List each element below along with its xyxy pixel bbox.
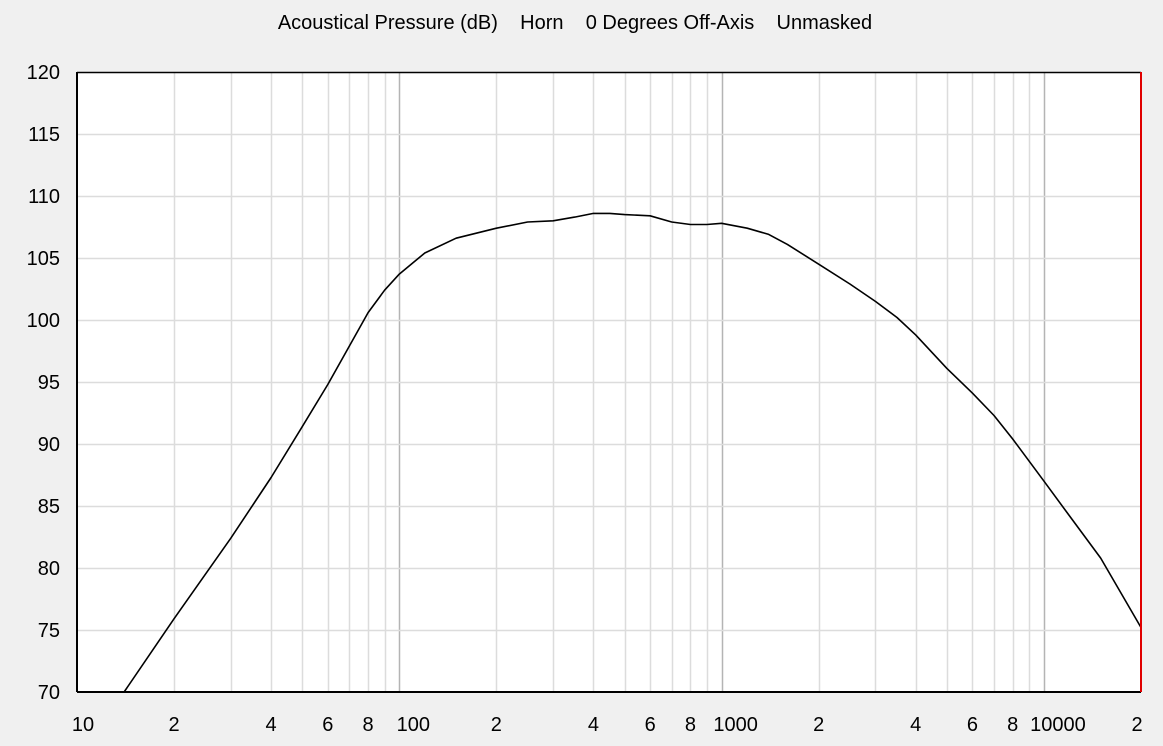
series-layer — [123, 212, 1142, 693]
x-tick-label: 10000 — [1030, 714, 1086, 736]
x-tick-label: 6 — [322, 714, 333, 736]
y-tick-label: 70 — [38, 682, 60, 704]
y-tick-label: 120 — [27, 62, 60, 84]
x-tick-label: 2 — [813, 714, 824, 736]
x-tick-label: 4 — [265, 714, 276, 736]
x-tick-label: 2 — [168, 714, 179, 736]
y-tick-label: 105 — [27, 248, 60, 270]
y-tick-label: 110 — [28, 186, 60, 208]
y-tick-label: 95 — [38, 372, 60, 394]
chart-title: Acoustical Pressure (dB) Horn 0 Degrees … — [278, 12, 872, 34]
x-tick-label: 8 — [363, 714, 374, 736]
x-tick-label: 4 — [910, 714, 921, 736]
y-tick-label: 75 — [38, 620, 60, 642]
x-tick-label: 8 — [1007, 714, 1018, 736]
y-tick-label: 100 — [27, 310, 60, 332]
tick-labels: 70 75 80 85 90 95 100 105 110 115 120 10 2 4 6 8 100 2 4 6 8… — [27, 62, 1143, 736]
y-tick-label: 90 — [38, 434, 60, 456]
plot-frame — [76, 71, 1142, 693]
series-line-0 — [123, 212, 1142, 693]
y-tick-label: 85 — [38, 496, 60, 518]
y-tick-label: 115 — [28, 124, 60, 146]
x-tick-label: 2 — [491, 714, 502, 736]
x-tick-label: 6 — [967, 714, 978, 736]
x-tick-label: 4 — [588, 714, 599, 736]
grid — [77, 72, 1141, 692]
x-tick-label: 2 — [1131, 714, 1142, 736]
y-tick-label: 80 — [38, 558, 60, 580]
x-tick-label: 6 — [645, 714, 656, 736]
x-tick-label: 1000 — [713, 714, 758, 736]
x-tick-label: 100 — [397, 714, 430, 736]
x-tick-label: 10 — [72, 714, 94, 736]
x-tick-label: 8 — [685, 714, 696, 736]
